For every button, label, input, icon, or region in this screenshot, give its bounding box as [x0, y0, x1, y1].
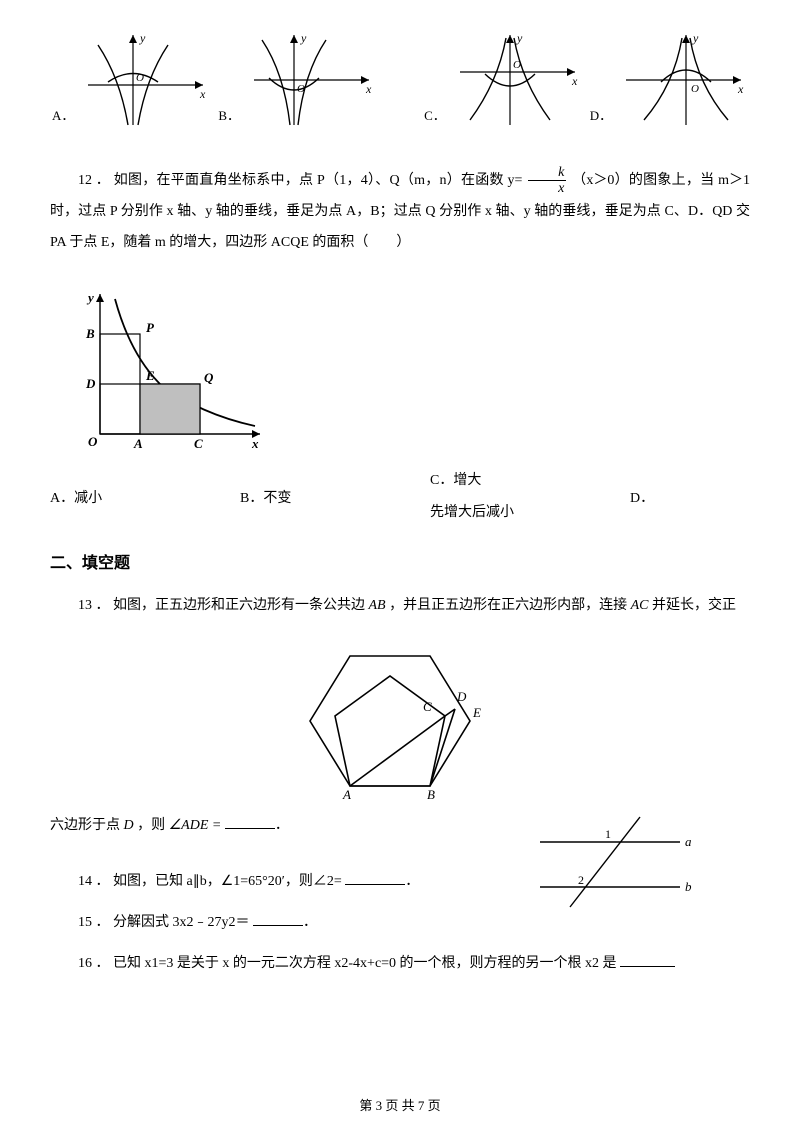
q13-t5: ，则: [134, 818, 169, 833]
q11-option-b: B． x y O: [216, 30, 374, 130]
svg-text:1: 1: [605, 827, 611, 841]
q12-opt-c: C．增大: [430, 469, 481, 489]
q13-ac: AC: [631, 598, 649, 613]
q13-text: 13 ． 如图，正五边形和正六边形有一条公共边 AB ，并且正五边形在正六边形内…: [50, 591, 750, 622]
q13-angle: ∠ADE =: [169, 818, 222, 833]
fraction-num: k: [528, 165, 566, 181]
svg-text:x: x: [365, 82, 372, 96]
svg-text:2: 2: [578, 873, 584, 887]
q16-t: 16 ． 已知 x1=3 是关于 x 的一元二次方程 x2-4x+c=0 的一个…: [78, 956, 617, 971]
q12-text-1: 12 ． 如图，在平面直角坐标系中，点 P（1，4）、Q（m，n）在函数 y=: [78, 173, 526, 188]
svg-text:x: x: [737, 82, 744, 96]
svg-text:O: O: [88, 434, 98, 449]
q12-opt-d: D．: [630, 487, 654, 507]
q12-graph-icon: O x y B P D E Q A C: [70, 284, 270, 454]
q13-t2: ，并且正五边形在正六边形内部，连接: [386, 598, 631, 613]
option-label-b: B．: [218, 105, 240, 124]
q16-blank: [620, 953, 675, 967]
graph-b-icon: x y O: [244, 30, 374, 130]
q15-text: 15 ． 分解因式 3x2﹣27y2＝ ．: [50, 908, 750, 939]
q11-option-c: C． x y O: [422, 30, 580, 130]
q14-wrap: a b 1 2 14 ． 如图，已知 a∥b，∠1=65°20′，则∠2= ．: [50, 867, 750, 898]
option-label-d: D．: [590, 105, 612, 124]
q12-opt-c2: 先增大后减小: [430, 501, 514, 521]
svg-text:A: A: [342, 787, 351, 801]
svg-text:y: y: [692, 31, 699, 45]
svg-text:C: C: [194, 436, 203, 451]
q14-figure-icon: a b 1 2: [530, 812, 700, 912]
q14-blank: [345, 871, 405, 885]
q13-ab: AB: [369, 598, 386, 613]
svg-text:a: a: [685, 834, 692, 849]
q13-t1: 13 ． 如图，正五边形和正六边形有一条公共边: [78, 598, 369, 613]
q13-t6: ．: [275, 818, 289, 833]
svg-text:E: E: [145, 368, 155, 383]
q13-d: D: [124, 818, 134, 833]
graph-c-icon: x y O: [450, 30, 580, 130]
svg-text:Q: Q: [204, 370, 214, 385]
svg-text:O: O: [691, 83, 699, 95]
svg-text:B: B: [427, 787, 435, 801]
svg-text:x: x: [251, 436, 259, 451]
section-2-title: 二、填空题: [50, 549, 750, 573]
q11-option-a: A． x y O: [50, 30, 208, 130]
q11-options-row: A． x y O B． x y O C．: [50, 30, 750, 130]
svg-text:D: D: [456, 689, 467, 704]
graph-a-icon: x y O: [78, 30, 208, 130]
svg-text:y: y: [516, 31, 523, 45]
svg-text:D: D: [85, 376, 96, 391]
q13-figure-icon: A B C D E: [295, 631, 505, 801]
q12-opt-a: A．减小: [50, 487, 102, 507]
fraction-den: x: [528, 181, 566, 196]
option-label-a: A．: [52, 105, 74, 124]
q14-end: ．: [405, 874, 419, 889]
q16-text: 16 ． 已知 x1=3 是关于 x 的一元二次方程 x2-4x+c=0 的一个…: [50, 949, 750, 980]
option-label-c: C．: [424, 105, 446, 124]
svg-text:P: P: [146, 320, 155, 335]
svg-text:B: B: [85, 326, 95, 341]
q12-text: 12 ． 如图，在平面直角坐标系中，点 P（1，4）、Q（m，n）在函数 y= …: [50, 165, 750, 259]
svg-text:A: A: [133, 436, 143, 451]
svg-text:E: E: [472, 705, 481, 720]
q13-t4: 六边形于点: [50, 818, 124, 833]
q12-options: A．减小 B．不变 C．增大 先增大后减小 D．: [50, 469, 750, 529]
graph-d-icon: x y O: [616, 30, 746, 130]
q12-opt-b: B．不变: [240, 487, 291, 507]
q15-blank: [253, 912, 303, 926]
svg-text:b: b: [685, 879, 692, 894]
q15-end: ．: [303, 915, 317, 930]
q13-t3: 并延长，交正: [649, 598, 737, 613]
svg-text:C: C: [423, 699, 432, 714]
svg-text:x: x: [571, 74, 578, 88]
q11-option-d: D． x y O: [588, 30, 746, 130]
svg-text:y: y: [139, 31, 146, 45]
q15-t: 15 ． 分解因式 3x2﹣27y2＝: [78, 915, 250, 930]
svg-text:x: x: [199, 87, 206, 101]
svg-text:y: y: [86, 290, 94, 305]
fraction-kx: k x: [528, 165, 566, 197]
q14-t: 14 ． 如图，已知 a∥b，∠1=65°20′，则∠2=: [78, 874, 342, 889]
svg-text:y: y: [300, 31, 307, 45]
q13-blank: [225, 815, 275, 829]
page-footer: 第 3 页 共 7 页: [0, 1095, 800, 1114]
